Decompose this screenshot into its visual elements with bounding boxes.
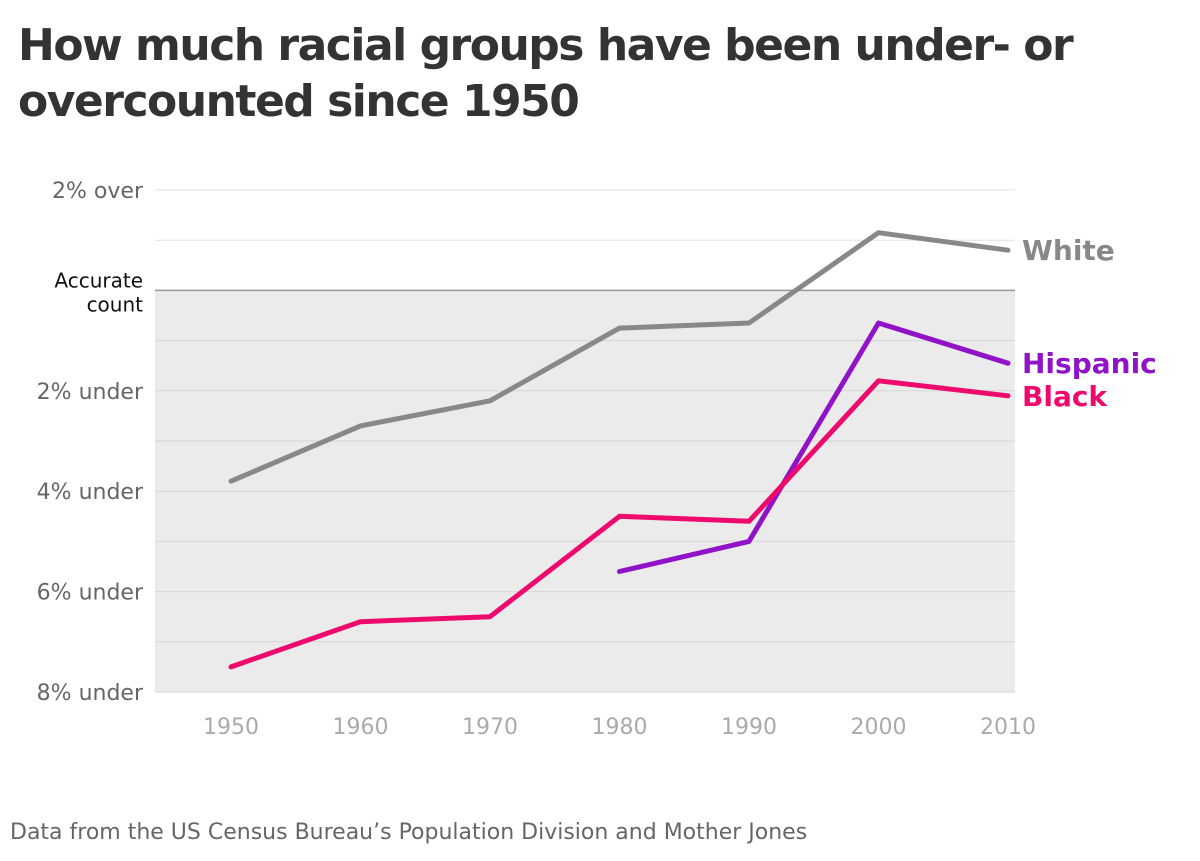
series-lines <box>228 230 1011 670</box>
x-tick-label: 1980 <box>592 715 648 740</box>
series-line-black <box>228 378 1011 670</box>
x-tick-label: 1990 <box>721 715 777 740</box>
x-axis-labels: 1950 1960 1970 1980 1990 2000 2010 <box>203 715 1036 740</box>
x-tick-label: 1970 <box>462 715 518 740</box>
series-line-white <box>228 230 1011 484</box>
y-tick-label: 6% under <box>37 581 144 606</box>
y-tick-label: 2% over <box>52 179 144 204</box>
x-tick-label: 1960 <box>333 715 389 740</box>
x-tick-label: 2000 <box>851 715 907 740</box>
y-tick-label: count <box>87 292 144 316</box>
x-tick-label: 1950 <box>203 715 259 740</box>
series-label-white: White <box>1022 234 1115 267</box>
y-tick-label: 4% under <box>37 480 144 505</box>
y-tick-label: Accurate <box>54 268 143 292</box>
chart-title: How much racial groups have been under- … <box>18 20 1074 127</box>
series-label-black: Black <box>1022 380 1108 413</box>
x-tick-label: 2010 <box>980 715 1036 740</box>
series-line-hispanic <box>617 320 1011 574</box>
y-tick-label: 8% under <box>37 681 144 706</box>
y-tick-label: 2% under <box>37 380 144 405</box>
source-note: Data from the US Census Bureau’s Populat… <box>10 820 808 845</box>
series-label-hispanic: Hispanic <box>1022 347 1157 380</box>
